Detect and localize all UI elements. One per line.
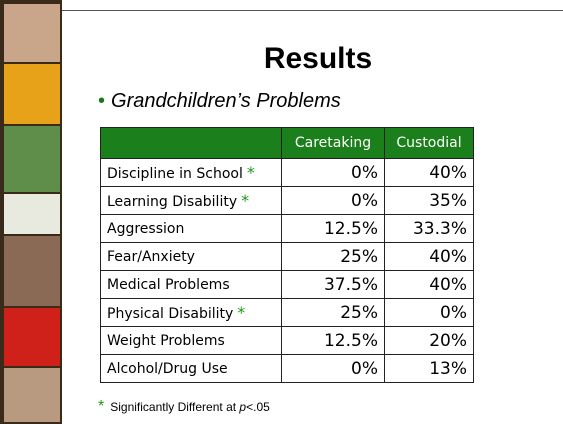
photo [4, 308, 60, 366]
table-row: Alcohol/Drug Use 0% 13% [100, 354, 474, 383]
value-cell: 0% [281, 354, 385, 383]
table-row: Physical Disability * 25% 0% [100, 298, 474, 327]
significance-star: * [241, 191, 250, 210]
photo [4, 64, 60, 124]
table-row: Medical Problems 37.5% 40% [100, 270, 474, 299]
row-label: Physical Disability [107, 306, 234, 322]
row-label-cell: Fear/Anxiety [100, 242, 282, 271]
value-cell: 0% [281, 186, 385, 215]
value-cell: 40% [384, 242, 474, 271]
photo [4, 126, 60, 192]
significance-star: * [246, 163, 255, 182]
value-cell: 33.3% [384, 214, 474, 243]
row-label: Discipline in School [107, 166, 243, 182]
row-label-cell: Weight Problems [100, 326, 282, 355]
row-label: Alcohol/Drug Use [107, 360, 228, 377]
value-cell: 37.5% [281, 270, 385, 299]
row-label-cell: Medical Problems [100, 270, 282, 299]
footnote: * Significantly Different at p<.05 [98, 398, 270, 416]
row-label: Aggression [107, 220, 185, 237]
row-label: Learning Disability [107, 194, 238, 210]
photo [4, 4, 60, 62]
row-label-cell: Alcohol/Drug Use [100, 354, 282, 383]
value-cell: 25% [281, 298, 385, 327]
table-row: Fear/Anxiety 25% 40% [100, 242, 474, 271]
value-cell: 12.5% [281, 326, 385, 355]
row-label-cell: Discipline in School * [100, 158, 282, 187]
row-label-cell: Learning Disability * [100, 186, 282, 215]
value-cell: 12.5% [281, 214, 385, 243]
value-cell: 20% [384, 326, 474, 355]
header-cell [100, 127, 282, 159]
bullet-text: Grandchildren’s Problems [111, 90, 341, 112]
value-cell: 40% [384, 270, 474, 299]
significance-star: * [237, 303, 246, 322]
table-row: Discipline in School * 0% 40% [100, 158, 474, 187]
row-label: Medical Problems [107, 276, 230, 293]
value-cell: 35% [384, 186, 474, 215]
row-label-cell: Physical Disability * [100, 298, 282, 327]
footnote-text: Significantly Different at [110, 400, 240, 414]
row-label-cell: Aggression [100, 214, 282, 243]
header-row: Caretaking Custodial [100, 127, 474, 159]
row-label: Weight Problems [107, 332, 225, 349]
table-row: Aggression 12.5% 33.3% [100, 214, 474, 243]
photo [4, 236, 60, 306]
results-table: Caretaking Custodial Discipline in Schoo… [100, 127, 474, 383]
divider [62, 10, 563, 11]
table-row: Learning Disability * 0% 35% [100, 186, 474, 215]
header-cell: Caretaking [281, 127, 385, 159]
footnote-threshold: <.05 [246, 400, 270, 414]
footnote-p: p [239, 400, 247, 414]
header-cell: Custodial [384, 127, 474, 159]
photo-strip [0, 0, 62, 424]
title: Results [263, 42, 373, 75]
value-cell: 25% [281, 242, 385, 271]
photo [4, 368, 60, 422]
value-cell: 13% [384, 354, 474, 383]
footnote-star: * [98, 398, 105, 415]
photo [4, 194, 60, 234]
value-cell: 40% [384, 158, 474, 187]
value-cell: 0% [384, 298, 474, 327]
row-label: Fear/Anxiety [107, 248, 195, 265]
table-row: Weight Problems 12.5% 20% [100, 326, 474, 355]
value-cell: 0% [281, 158, 385, 187]
bullet: • Grandchildren’s Problems [98, 90, 341, 112]
